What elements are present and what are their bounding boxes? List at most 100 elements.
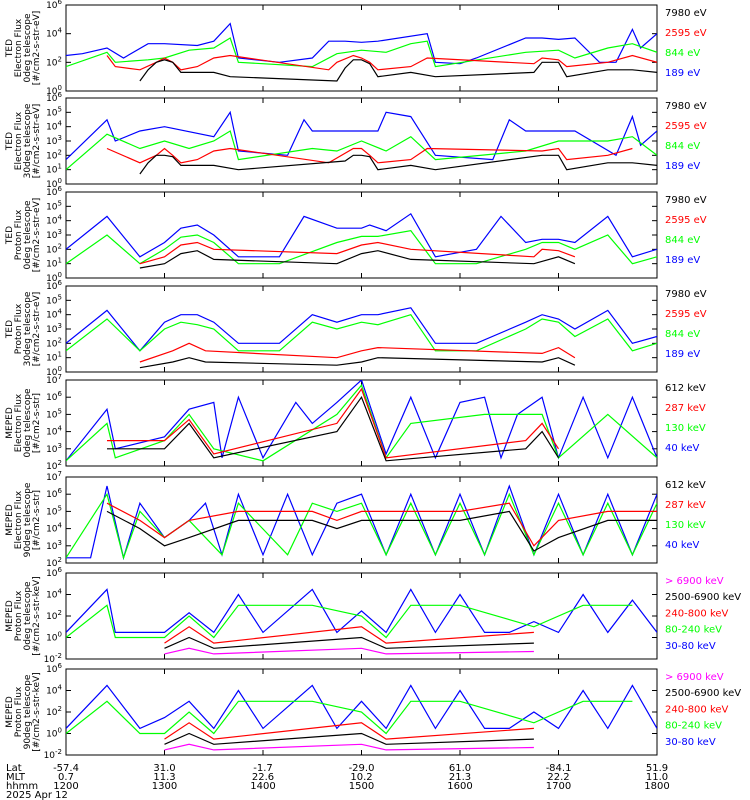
series-line	[164, 722, 534, 740]
y-tick-label: 100	[46, 727, 62, 740]
y-axis-label-line: Proton Flux	[14, 590, 24, 641]
y-tick-label: 105	[46, 407, 62, 420]
legend-entry: 130 keV	[665, 423, 706, 434]
y-axis-label-line: [#/cm2-s-str-eV]	[32, 11, 42, 86]
y-axis-label-line: Proton Flux	[14, 686, 24, 737]
series-line	[139, 241, 576, 265]
y-tick-label: 105	[46, 105, 62, 118]
x-tick-label-hhmm: 1600	[447, 781, 472, 792]
legend-entry: > 6900 keV	[665, 672, 724, 683]
legend-entry: 612 keV	[665, 480, 706, 491]
legend-entry: 844 eV	[665, 48, 700, 59]
y-axis-label-line: 0deg telescope	[23, 581, 33, 651]
series-group	[66, 484, 657, 561]
series-line	[164, 647, 534, 655]
series-line	[164, 626, 534, 644]
y-tick-label: 103	[46, 442, 62, 455]
series-line	[106, 54, 657, 71]
panel-frame	[65, 379, 658, 467]
legend-entry: 189 eV	[665, 68, 700, 79]
series-group	[66, 380, 657, 462]
y-axis-label-line: TED	[5, 132, 15, 151]
y-tick-label: 103	[46, 322, 62, 335]
legend-entry: 844 eV	[665, 141, 700, 152]
x-tick-label-lat: 51.9	[646, 763, 668, 774]
y-tick-label: 102	[46, 242, 62, 255]
legend-entry: 287 keV	[665, 403, 706, 414]
series-line	[107, 387, 560, 459]
legend-entry: 40 keV	[665, 540, 699, 551]
legend-entry: 2595 eV	[665, 309, 707, 320]
series-line	[66, 110, 657, 161]
series-line	[66, 313, 657, 352]
date-label: 2025 Apr 12	[6, 790, 68, 800]
y-axis-label-line: 0deg telescope	[23, 200, 33, 270]
legend-entry: 7980 eV	[665, 101, 707, 112]
y-axis-label-line: 90deg telescope	[23, 482, 33, 557]
series-line	[164, 732, 534, 745]
legend-entry: 80-240 keV	[665, 625, 722, 636]
legend-entry: 2595 eV	[665, 28, 707, 39]
legend-entry: 240-800 keV	[665, 704, 729, 715]
y-axis-label-line: TED	[5, 39, 15, 58]
x-tick-label-lat: -84.1	[546, 763, 572, 774]
y-tick-label: 102	[46, 55, 62, 68]
legend-entry: 80-240 keV	[665, 721, 722, 732]
y-axis-label-line: [#/cm2-s-str]	[32, 393, 42, 453]
panel-frame	[65, 4, 658, 92]
y-axis-label-line: Electron Flux	[14, 18, 24, 77]
series-line	[66, 130, 657, 171]
legend-entry: 2500-6900 keV	[665, 592, 741, 603]
x-tick-label-mlt: 10.2	[350, 772, 372, 783]
y-tick-label: 104	[46, 214, 62, 227]
legend-entry: 7980 eV	[665, 8, 707, 19]
x-tick-label-hhmm: 1200	[53, 781, 78, 792]
y-axis-label-line: [#/cm2-s-str-eV]	[32, 292, 42, 367]
series-line	[66, 22, 657, 65]
y-axis-label-line: MEPED	[5, 600, 15, 632]
legend-entry: 189 eV	[665, 255, 700, 266]
x-tick-label-mlt: 0.7	[58, 772, 74, 783]
y-tick-label: 106	[46, 390, 62, 403]
x-tick-label-hhmm: 1800	[644, 781, 669, 792]
y-axis-label-line: 0deg telescope	[23, 13, 33, 83]
y-tick-label: 103	[46, 228, 62, 241]
legend-entry: 189 eV	[665, 161, 700, 172]
y-tick-label: 100	[46, 631, 62, 644]
y-tick-label: 101	[46, 351, 62, 364]
y-axis-label-line: 0deg telescope	[23, 388, 33, 458]
legend-entry: 2595 eV	[665, 121, 707, 132]
series-line	[139, 250, 576, 269]
series-line	[106, 510, 657, 552]
series-line	[164, 743, 534, 751]
series-group	[66, 684, 657, 751]
y-tick-label: 104	[46, 425, 62, 438]
y-axis-label-line: Electron Flux	[14, 393, 24, 452]
y-axis-label-line: TED	[5, 320, 15, 339]
y-axis-label-line: [#/cm2-s-str-keV]	[32, 576, 42, 655]
y-axis-label-line: 90deg telescope	[23, 674, 33, 749]
y-axis-label-line: MEPED	[5, 504, 15, 536]
y-tick-label: 105	[46, 504, 62, 517]
y-tick-label: 10-2	[44, 748, 62, 761]
x-tick-label-hhmm: 1400	[250, 781, 275, 792]
series-line	[139, 342, 576, 363]
y-tick-label: 101	[46, 257, 62, 270]
y-axis-label-line: TED	[5, 226, 15, 245]
y-tick-label: 106	[46, 487, 62, 500]
y-tick-label: 103	[46, 539, 62, 552]
series-line	[66, 307, 657, 352]
series-line	[66, 380, 657, 462]
x-tick-label-mlt: 21.3	[449, 772, 471, 783]
y-tick-label: 104	[46, 120, 62, 133]
y-axis-label-line: MEPED	[5, 696, 15, 728]
x-tick-label-lat: -1.7	[253, 763, 273, 774]
